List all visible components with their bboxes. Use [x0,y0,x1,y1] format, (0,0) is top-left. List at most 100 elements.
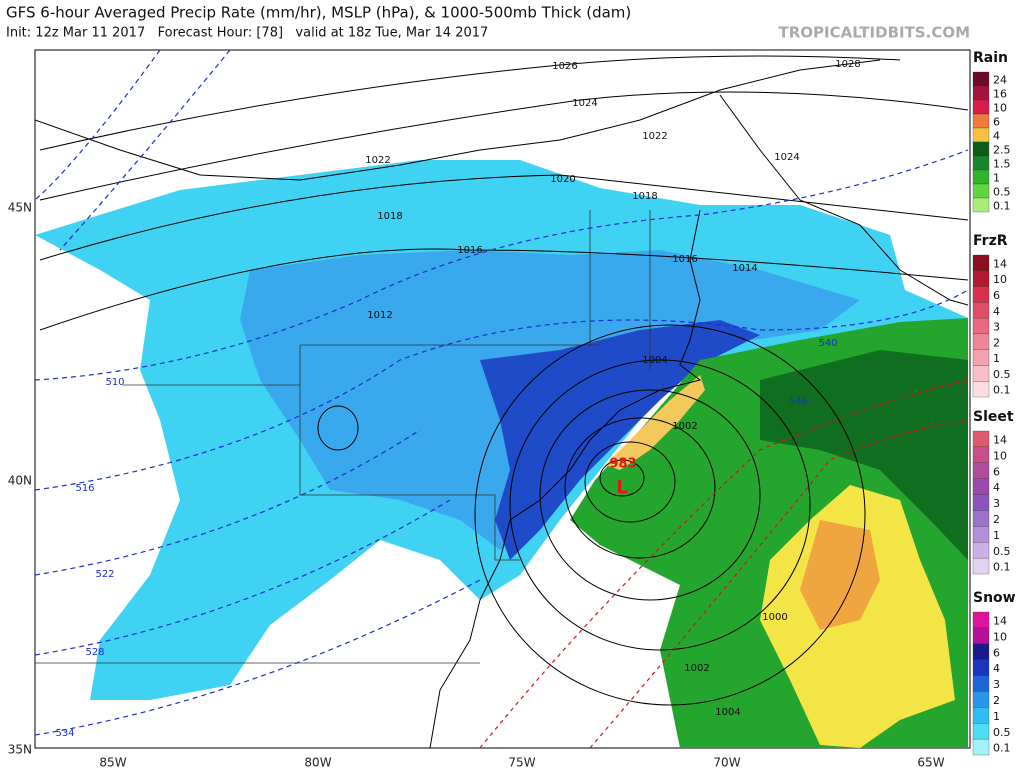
legend-swatch [972,254,990,271]
legend-swatch [972,526,990,543]
legend-label: 10 [993,273,1007,286]
legend-swatch [972,183,990,199]
legend-label: 0.5 [993,368,1011,381]
legend-label: 0.1 [993,561,1011,574]
legend-swatch [972,349,990,366]
low-pressure: 983 [609,457,636,472]
legend-label: 6 [993,646,1000,659]
legend-label: 0.1 [993,384,1011,397]
legend-label: 4 [993,129,1000,142]
legend-swatch [972,85,990,101]
thickness-label: 528 [85,647,104,658]
lon-label: 75W [508,756,535,770]
isobar-label: 1004 [715,707,740,718]
isobar-label: 1018 [377,211,402,222]
legend-swatch [972,494,990,511]
thickness-label: 540 [818,338,837,349]
thickness-label: 516 [75,483,94,494]
legend-label: 4 [993,662,1000,675]
isobar-label: 1018 [632,191,657,202]
legend-swatch [972,675,990,692]
legend-swatch [972,155,990,171]
isobar-label: 1002 [684,663,709,674]
legend-swatch [972,446,990,463]
legend-title: Snow [973,590,1016,606]
isobar-label: 1002 [672,421,697,432]
legend-label: 0.1 [993,199,1011,212]
isobar-label: 1016 [672,254,697,265]
legend-swatch [972,478,990,495]
precip-snow-heavy [480,320,760,560]
isobar-label: 1014 [732,263,757,274]
isobar-label: 1024 [774,152,799,163]
legend-label: 4 [993,305,1000,318]
precip-rain-orange [800,520,880,630]
legend-label: 1 [993,529,1000,542]
legend-swatch [972,627,990,644]
legend-label: 14 [993,257,1007,270]
legend-label: 1 [993,171,1000,184]
legend-label: 0.5 [993,185,1011,198]
legend-swatch [972,197,990,213]
map-panel: 983 L [34,49,971,749]
lon-label: 65W [917,756,944,770]
legend-swatch [972,99,990,115]
legend-label: 0.5 [993,726,1011,739]
isobar-label: 1004 [642,355,667,366]
lon-label: 85W [99,756,126,770]
legend-label: 10 [993,630,1007,643]
legend-label: 2 [993,513,1000,526]
legend-swatch [972,169,990,185]
title: GFS 6-hour Averaged Precip Rate (mm/hr),… [6,4,631,22]
lat-label: 45N [8,201,32,215]
legend-label: 3 [993,321,1000,334]
isobar-label: 1028 [835,59,860,70]
legend-title: FrzR [973,233,1008,249]
isobars [39,55,969,706]
isobar-label: 1012 [367,310,392,321]
legend-label: 10 [993,101,1007,114]
legend-label: 24 [993,73,1007,86]
site-name: TROPICALTIDBITS.COM [779,24,971,42]
legend-swatch [972,611,990,629]
legend-label: 6 [993,465,1000,478]
isobar-label: 1022 [365,155,390,166]
precip-rain-darkgreen [760,350,968,560]
legend-swatch [972,659,990,676]
low-symbol: L [616,477,627,498]
legend-label: 2.5 [993,143,1011,156]
legend-swatch [972,542,990,559]
legend-title: Sleet [973,409,1014,425]
legend-label: 0.5 [993,545,1011,558]
legend-swatch [972,643,990,660]
lat-label: 35N [8,743,32,757]
thickness-lines [35,50,969,736]
legend-swatch [972,510,990,527]
legend-swatch [972,317,990,335]
isobar-label: 1020 [550,174,575,185]
legend-label: 6 [993,115,1000,128]
legend-label: 2 [993,694,1000,707]
isobar-label: 1022 [642,131,667,142]
legend-swatch [972,691,990,708]
legend-swatch [972,333,990,350]
legend-label: 6 [993,289,1000,302]
legend-swatch [972,723,990,740]
thickness-label: 534 [55,728,74,739]
legend-swatch [972,302,990,319]
legend-label: 0.1 [993,742,1011,755]
legend-swatch [972,462,990,479]
legend-title: Rain [973,50,1008,66]
isobar-label: 1016 [457,245,482,256]
legend-label: 3 [993,497,1000,510]
legend-swatch [972,738,990,756]
lon-label: 70W [713,756,740,770]
legend-label: 14 [993,434,1007,447]
thickness-warm-lines [479,379,969,748]
legend-label: 3 [993,678,1000,691]
state-lines [35,210,651,664]
thickness-label: 510 [105,377,124,388]
legend-swatch [972,365,990,382]
isobar-label: 1024 [572,98,597,109]
